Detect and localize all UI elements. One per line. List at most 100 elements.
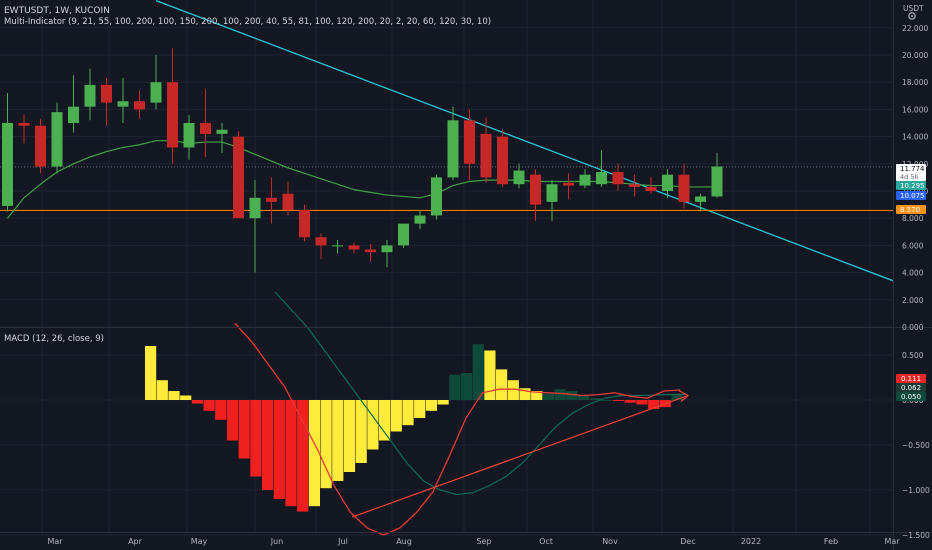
price-tag-label: 10.295 [900, 182, 925, 190]
candle [431, 177, 442, 216]
macd-histogram-bar [414, 400, 426, 418]
candle [447, 120, 459, 178]
candle [563, 182, 574, 186]
candle [381, 245, 393, 253]
macd-histogram-bar [496, 369, 508, 400]
candle [530, 174, 541, 205]
candle [167, 82, 178, 148]
macd-histogram-bar [297, 400, 309, 512]
candle [315, 237, 327, 246]
price-tag-label: 10.075 [900, 192, 925, 200]
candle [183, 123, 195, 148]
macd-histogram-bar [624, 400, 636, 403]
candle [513, 170, 525, 185]
grid [0, 0, 893, 536]
signal-line [274, 291, 688, 496]
trendline [155, 0, 894, 282]
macd-histogram-bar [379, 400, 391, 441]
candle [629, 184, 640, 187]
macd-histogram-bar [390, 400, 402, 432]
macd-title: MACD (12, 26, close, 9) [4, 334, 104, 344]
candle [282, 193, 294, 211]
candle [84, 84, 96, 107]
macd-tag-bg [896, 383, 926, 392]
x-axis-label: Mar [884, 537, 900, 546]
trend-arrow [351, 395, 689, 518]
price-tag-bg [896, 181, 926, 190]
macd-histogram-bar [168, 391, 180, 400]
candle [348, 245, 360, 250]
macd-histogram-bar [355, 400, 367, 463]
macd-tag-bg [896, 374, 926, 383]
macd-histogram-bar [308, 400, 320, 507]
x-axis-label: Jul [337, 537, 348, 546]
candle [2, 123, 13, 206]
macd-histogram-bar [437, 400, 449, 405]
macd-tag-label: 0.111 [901, 375, 921, 383]
macd-histogram-bar [203, 400, 215, 411]
candle [332, 245, 343, 247]
macd-histogram-bar [519, 388, 531, 400]
price-axis-label: 0.000 [902, 323, 924, 332]
currency-label: USDT [903, 4, 924, 13]
indicator-title: Multi-Indicator (9, 21, 55, 100, 200, 10… [4, 17, 491, 27]
macd-histogram-bar [156, 380, 168, 400]
candle [200, 123, 211, 134]
x-axis-label: Feb [824, 537, 838, 546]
x-axis-label: Jun [270, 537, 284, 546]
price-axis-label: 6.000 [902, 241, 924, 250]
candle [645, 186, 657, 191]
macd-histogram-bar [613, 400, 625, 401]
candle [612, 171, 624, 185]
price-axis-label: 14.000 [902, 133, 928, 142]
candle [68, 106, 79, 123]
macd-axis-label: −0.500 [902, 441, 930, 450]
macd-histogram-bar [215, 400, 227, 420]
x-axis-label: Apr [128, 537, 143, 546]
price-axis-label: 20.000 [902, 51, 928, 60]
trend-arrow-head [678, 390, 690, 403]
macd-histogram-bar [449, 374, 461, 400]
macd-histogram-bar [320, 400, 332, 489]
macd-histogram-bar [402, 400, 414, 426]
macd-histogram-bar [343, 400, 356, 472]
price-tag-bg [896, 191, 926, 200]
macd-histogram-bar [332, 400, 344, 481]
settings-icon[interactable] [908, 12, 916, 20]
candle [249, 197, 261, 219]
macd-histogram-bar [472, 344, 484, 400]
trendline-layer [155, 0, 894, 282]
macd-histogram-bar [566, 391, 578, 400]
candle [101, 84, 112, 103]
macd-histogram-bar [250, 400, 262, 477]
macd-histogram-bar [542, 393, 554, 400]
macd-layer [145, 291, 690, 536]
candle [216, 129, 228, 134]
candle [134, 101, 145, 110]
candle [464, 120, 475, 164]
x-axis-label: May [191, 537, 208, 546]
macd-histogram-bar [285, 400, 297, 507]
macd-histogram-bar [425, 400, 437, 411]
candle [695, 196, 706, 202]
price-axis-label: 2.000 [902, 296, 924, 305]
x-axis-label: Sep [476, 537, 491, 546]
macd-histogram-bar [367, 400, 379, 450]
macd-histogram-bar [460, 373, 473, 400]
support-layer [0, 166, 893, 212]
x-axis-label: 2022 [741, 537, 761, 546]
price-tag-label: 11.774 [900, 165, 925, 173]
x-axis-label: Mar [47, 537, 63, 546]
macd-tag-label: 0.062 [901, 384, 921, 392]
price-tag-bg [896, 164, 926, 181]
macd-histogram-bar [484, 350, 496, 400]
candle [480, 133, 492, 178]
candle [662, 174, 673, 191]
macd-histogram-bar [273, 400, 285, 499]
macd-axis-label: −1.000 [902, 486, 930, 495]
x-axis-label: Aug [396, 537, 412, 546]
symbol-title: EWTUSDT, 1W, KUCOIN [4, 6, 110, 16]
candle [266, 197, 277, 202]
